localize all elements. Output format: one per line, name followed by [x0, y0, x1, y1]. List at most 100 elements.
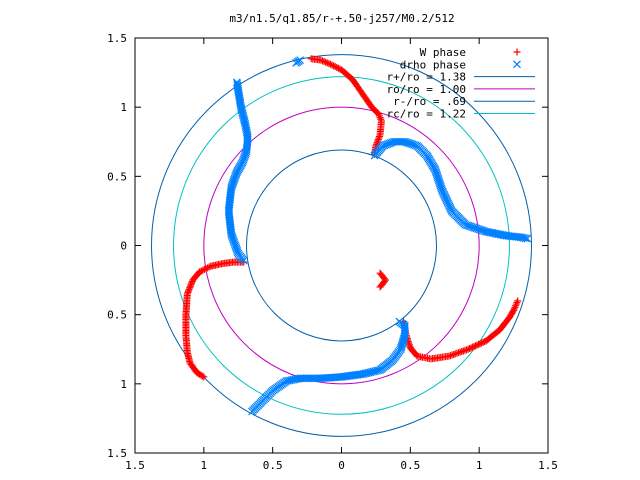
data-point: [512, 300, 520, 308]
data-point: [186, 284, 194, 292]
data-point: [187, 281, 195, 289]
data-point: [330, 62, 338, 70]
data-point: [488, 229, 497, 237]
data-point: [479, 338, 487, 346]
data-point: [199, 266, 207, 274]
y-tick-label: 0.5: [107, 170, 127, 183]
legend-label: ro/ro = 1.00: [387, 83, 466, 96]
data-point: [490, 229, 498, 238]
data-point: [185, 285, 193, 293]
legend-label: r+/ro = 1.38: [387, 71, 466, 84]
x-tick-label: 0: [338, 459, 345, 472]
legend-entry: drho phase: [400, 58, 521, 71]
x-tick-label: 0.5: [263, 459, 283, 472]
data-point: [198, 372, 206, 380]
data-point: [472, 342, 480, 350]
legend-entry: rc/ro = 1.22: [387, 108, 535, 121]
data-point: [334, 64, 342, 72]
data-point: [233, 80, 242, 88]
data-point: [475, 340, 483, 348]
data-point: [200, 265, 208, 273]
data-point: [188, 279, 196, 287]
reference-circles: [151, 54, 532, 437]
circle-0: [151, 54, 532, 437]
data-point: [494, 230, 503, 239]
data-point: [469, 343, 477, 351]
series-0: [182, 55, 522, 381]
data-point: [510, 305, 518, 313]
data-point: [476, 340, 484, 348]
data-point: [521, 234, 530, 243]
data-point: [207, 262, 215, 270]
data-point: [292, 58, 300, 67]
plot-frame: [134, 37, 549, 454]
legend-entry: r-/ro = .69: [393, 95, 535, 108]
data-point: [189, 276, 197, 284]
data-point: [523, 234, 532, 243]
data-point: [248, 407, 256, 416]
y-tick-label: 1: [120, 378, 127, 391]
y-tick-label: 1.5: [107, 32, 127, 45]
x-tick-label: 1: [476, 459, 483, 472]
legend-marker: [513, 48, 521, 56]
legend-label: W phase: [420, 46, 466, 59]
data-point: [375, 112, 383, 120]
data-point: [400, 329, 409, 338]
data-point: [188, 278, 196, 286]
x-tick-label: 1.5: [538, 459, 558, 472]
data-point: [512, 302, 520, 310]
data-point: [184, 288, 192, 296]
data-point: [377, 282, 385, 290]
data-point: [493, 229, 502, 238]
chart-title: m3/n1.5/q1.85/r-+.50-j257/M0.2/512: [229, 12, 454, 25]
data-point: [328, 61, 336, 69]
data-point: [510, 307, 518, 315]
data-point: [326, 60, 334, 68]
data-point: [483, 228, 492, 236]
legend-entry: ro/ro = 1.00: [387, 83, 535, 96]
data-point: [511, 303, 519, 311]
legend-label: r-/ro = .69: [393, 95, 466, 108]
data-point: [376, 114, 384, 122]
data-point: [464, 345, 472, 353]
data-point: [485, 228, 494, 237]
data-point: [325, 60, 333, 68]
y-tick-label: 1: [120, 101, 127, 114]
data-point: [333, 63, 341, 71]
legend-marker: [513, 60, 521, 69]
data-point: [482, 227, 490, 236]
data-point: [317, 56, 325, 64]
series-1: [224, 56, 532, 416]
data-point: [376, 283, 384, 291]
data-point: [202, 265, 210, 273]
y-axis: 1.5 1 0.5 0 0.5 1 1.5: [107, 32, 548, 460]
data-point: [466, 345, 474, 353]
data-point: [185, 287, 193, 295]
data-point: [232, 78, 241, 87]
data-markers: [182, 55, 532, 416]
x-tick-label: 0.5: [400, 459, 420, 472]
data-point: [478, 339, 486, 347]
data-point: [496, 230, 505, 239]
data-point: [186, 282, 194, 290]
data-point: [318, 57, 326, 65]
x-axis: 1.5 1 0.5 0 0.5 1 1.5: [125, 38, 558, 472]
data-point: [470, 342, 478, 350]
legend-label: rc/ro = 1.22: [387, 108, 466, 121]
data-point: [513, 298, 521, 306]
data-point: [322, 58, 330, 66]
x-tick-label: 1.5: [125, 459, 145, 472]
data-point: [331, 63, 339, 71]
y-tick-label: 0.5: [107, 309, 127, 322]
data-point: [498, 230, 506, 239]
data-point: [205, 263, 213, 271]
data-point: [204, 264, 212, 272]
legend-entry: W phase: [420, 46, 521, 59]
x-tick-label: 1: [201, 459, 208, 472]
y-tick-label: 0: [120, 240, 127, 253]
data-point: [509, 308, 517, 316]
data-point: [473, 341, 481, 349]
data-point: [486, 228, 495, 237]
data-point: [491, 229, 500, 238]
